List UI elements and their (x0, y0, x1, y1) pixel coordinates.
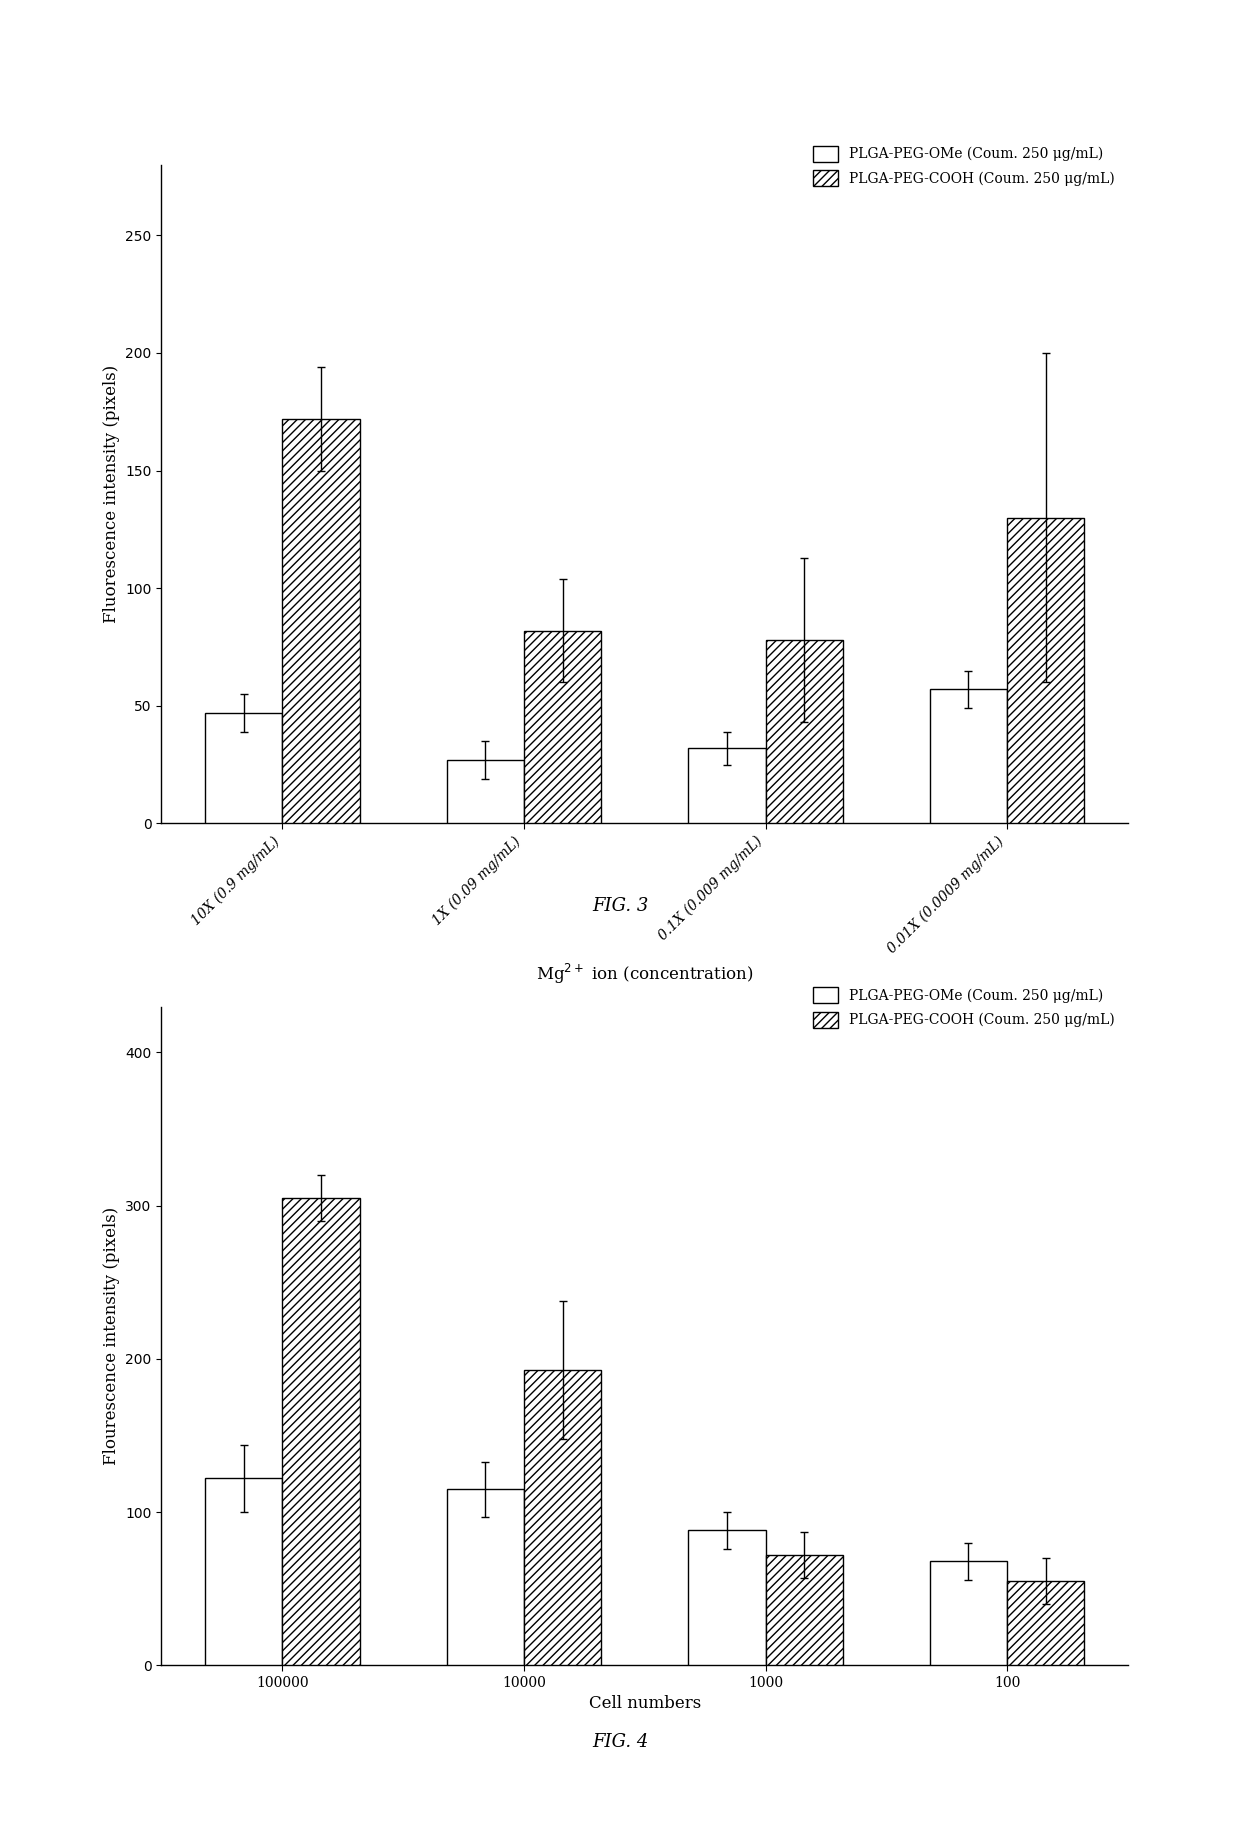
Bar (205, 1479, 283, 1665)
Bar (283, 1199, 360, 1665)
Bar (525, 631, 601, 824)
Text: FIG. 4: FIG. 4 (591, 1733, 649, 1751)
Y-axis label: Fluorescence intensity (pixels): Fluorescence intensity (pixels) (103, 364, 119, 624)
Bar (205, 714, 283, 824)
Bar (688, 748, 765, 824)
Bar (446, 759, 525, 824)
X-axis label: Mg$^{2+}$ ion (concentration): Mg$^{2+}$ ion (concentration) (536, 961, 754, 986)
Bar (930, 1561, 1007, 1665)
Bar (1007, 518, 1085, 824)
Bar (446, 1490, 525, 1665)
Y-axis label: Flourescence intensity (pixels): Flourescence intensity (pixels) (103, 1206, 119, 1466)
Bar (283, 419, 360, 824)
Text: FIG. 3: FIG. 3 (591, 897, 649, 915)
Bar (765, 640, 843, 824)
Legend: PLGA-PEG-OMe (Coum. 250 μg/mL), PLGA-PEG-COOH (Coum. 250 μg/mL): PLGA-PEG-OMe (Coum. 250 μg/mL), PLGA-PEG… (806, 981, 1121, 1034)
Bar (525, 1369, 601, 1665)
Bar (1007, 1581, 1085, 1665)
X-axis label: Cell numbers: Cell numbers (589, 1695, 701, 1713)
Bar (930, 690, 1007, 824)
Bar (688, 1530, 765, 1665)
Bar (765, 1556, 843, 1665)
Legend: PLGA-PEG-OMe (Coum. 250 μg/mL), PLGA-PEG-COOH (Coum. 250 μg/mL): PLGA-PEG-OMe (Coum. 250 μg/mL), PLGA-PEG… (806, 139, 1121, 192)
